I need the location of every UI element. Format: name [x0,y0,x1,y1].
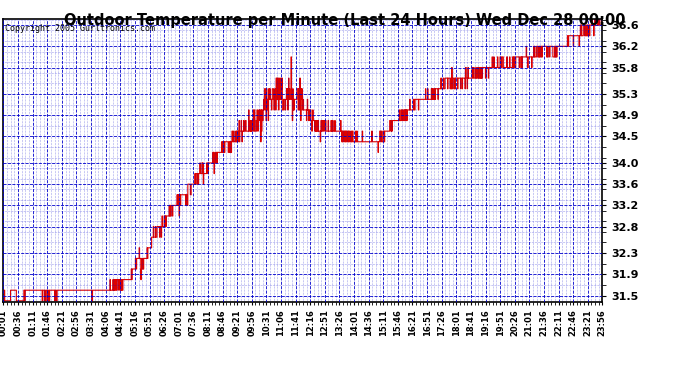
Text: Copyright 2005 Gurltronics.com: Copyright 2005 Gurltronics.com [5,24,155,33]
Text: Outdoor Temperature per Minute (Last 24 Hours) Wed Dec 28 00:00: Outdoor Temperature per Minute (Last 24 … [64,13,626,28]
